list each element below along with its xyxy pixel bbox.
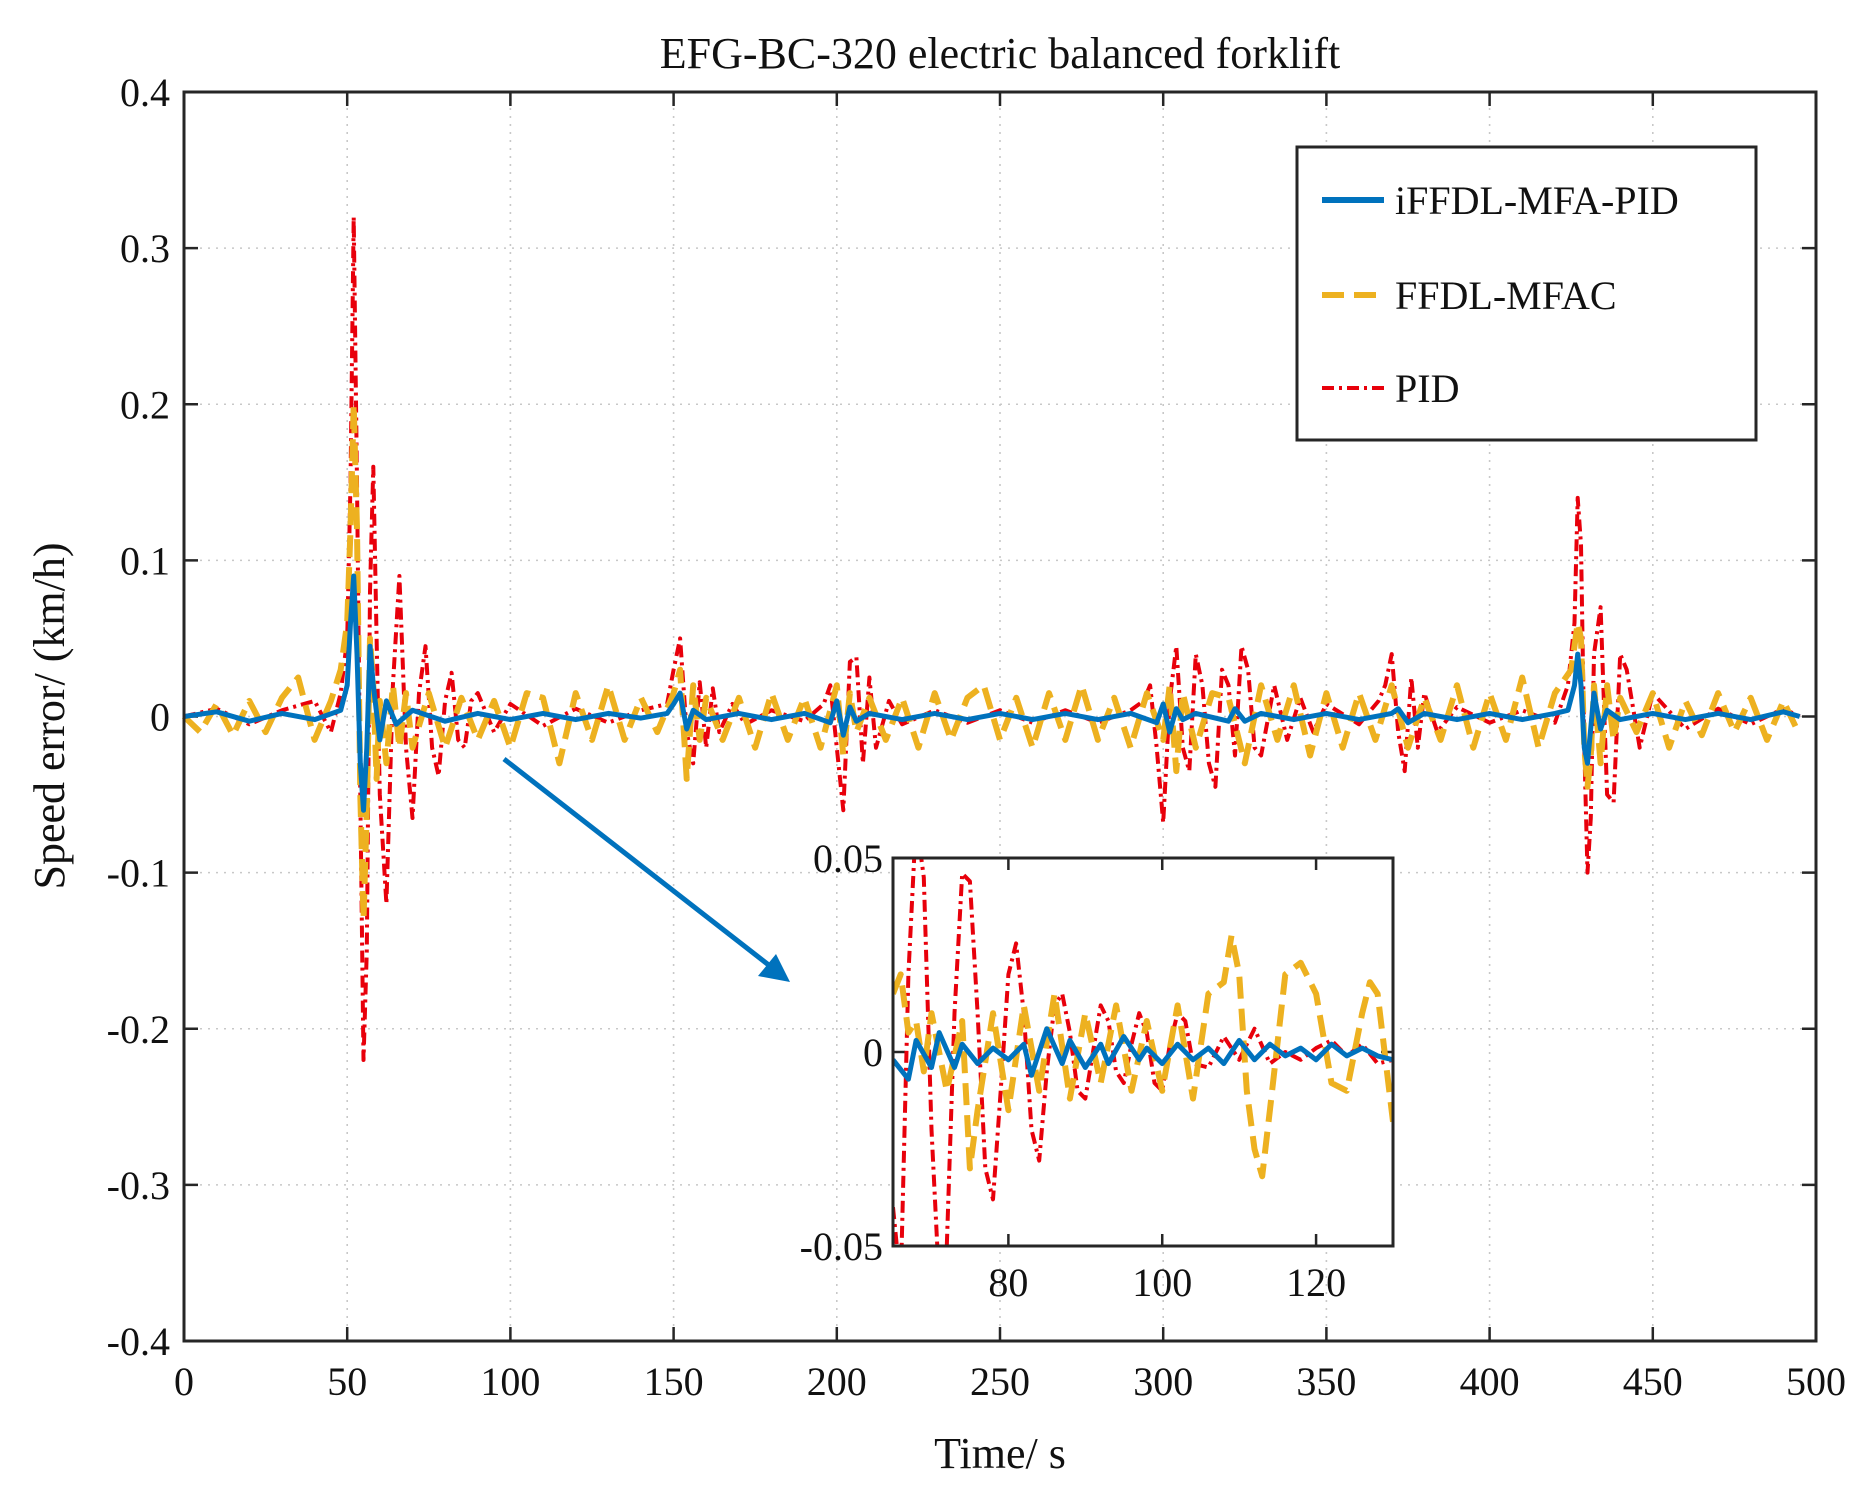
inset-series-group [893, 858, 1393, 1246]
series-line-iffdl-mfa-pid [183, 573, 1801, 813]
inset-axis-ticks: 80 100 120 0.05 0 -0.05 [800, 836, 1393, 1305]
inset-frame [891, 856, 1395, 1248]
x-tick-label: 300 [1133, 1359, 1193, 1404]
zoom-arrow-head [758, 954, 790, 982]
main-plot-frame [182, 90, 1818, 1343]
x-tick-label: 0 [174, 1359, 194, 1404]
x-tick-label: 450 [1623, 1359, 1683, 1404]
main-series-group [181, 214, 1803, 1062]
y-tick-label: 0.1 [120, 538, 170, 583]
x-tick-label: 350 [1296, 1359, 1356, 1404]
inset-series-line-iffdl-mfa-pid [893, 1026, 1393, 1082]
y-axis-label: Speed error/ (km/h) [25, 543, 74, 890]
zoom-arrow [502, 757, 790, 982]
y-tick-label: -0.2 [107, 1007, 170, 1052]
legend-label-iffdl-mfa-pid: iFFDL-MFA-PID [1395, 178, 1679, 223]
y-tick-label: -0.3 [107, 1163, 170, 1208]
main-axis-ticks: 0 50 100 150 200 250 300 350 400 450 500 0.4 0.3 0.2 0… [107, 70, 1846, 1404]
y-tick-label: 0.3 [120, 226, 170, 271]
inset-chart: 80 100 120 0.05 0 -0.05 [800, 836, 1395, 1305]
y-tick-label: 0.2 [120, 382, 170, 427]
y-tick-label: 0.4 [120, 70, 170, 115]
zoom-arrow-line [502, 757, 772, 968]
x-tick-label: 500 [1786, 1359, 1846, 1404]
x-tick-label: 250 [970, 1359, 1030, 1404]
inset-y-tick-label: 0 [863, 1030, 883, 1075]
x-tick-label: 200 [807, 1359, 867, 1404]
y-tick-label: -0.1 [107, 851, 170, 896]
x-axis-label: Time/ s [934, 1429, 1066, 1478]
series-line-ffdl-mfac [181, 401, 1803, 923]
legend: iFFDL-MFA-PID FFDL-MFAC PID [1295, 145, 1758, 442]
x-tick-label: 100 [480, 1359, 540, 1404]
inset-y-tick-label: -0.05 [800, 1224, 883, 1269]
x-tick-label: 400 [1460, 1359, 1520, 1404]
inset-x-tick-label: 100 [1132, 1260, 1192, 1305]
y-tick-label: 0 [150, 695, 170, 740]
legend-label-pid: PID [1395, 366, 1459, 411]
inset-x-tick-label: 120 [1286, 1260, 1346, 1305]
x-tick-label: 150 [644, 1359, 704, 1404]
inset-series-line-ffdl-mfac [893, 932, 1393, 1180]
inset-x-tick-label: 80 [988, 1260, 1028, 1305]
legend-label-ffdl-mfac: FFDL-MFAC [1395, 273, 1617, 318]
chart-title: EFG-BC-320 electric balanced forklift [660, 29, 1341, 78]
x-tick-label: 50 [327, 1359, 367, 1404]
y-tick-label: -0.4 [107, 1319, 170, 1364]
inset-y-tick-label: 0.05 [813, 836, 883, 881]
